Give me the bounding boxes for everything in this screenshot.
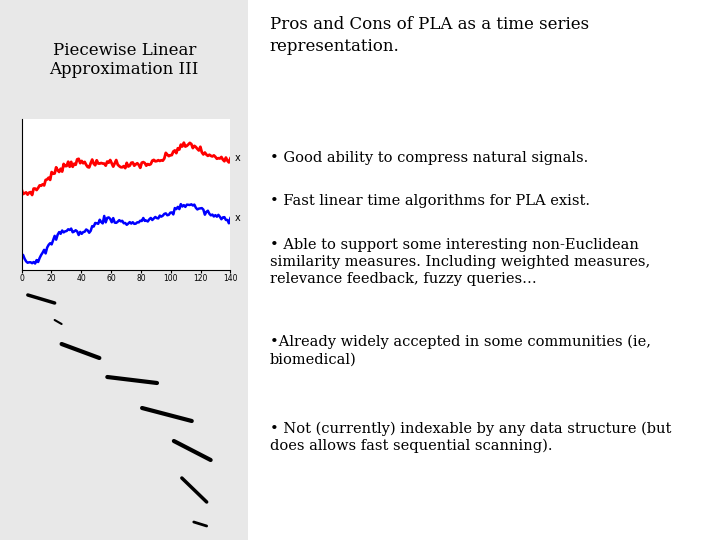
Text: •Already widely accepted in some communities (ie,
biomedical): •Already widely accepted in some communi… — [269, 335, 651, 367]
Text: x: x — [235, 153, 240, 164]
Text: • Able to support some interesting non-Euclidean
similarity measures. Including : • Able to support some interesting non-E… — [269, 238, 649, 286]
Text: Pros and Cons of PLA as a time series
representation.: Pros and Cons of PLA as a time series re… — [269, 16, 589, 56]
Text: x: x — [235, 213, 240, 223]
Text: • Fast linear time algorithms for PLA exist.: • Fast linear time algorithms for PLA ex… — [269, 194, 590, 208]
Text: • Good ability to compress natural signals.: • Good ability to compress natural signa… — [269, 151, 588, 165]
Text: • Not (currently) indexable by any data structure (but
does allows fast sequenti: • Not (currently) indexable by any data … — [269, 421, 671, 454]
Text: Piecewise Linear
Approximation III: Piecewise Linear Approximation III — [50, 42, 199, 78]
